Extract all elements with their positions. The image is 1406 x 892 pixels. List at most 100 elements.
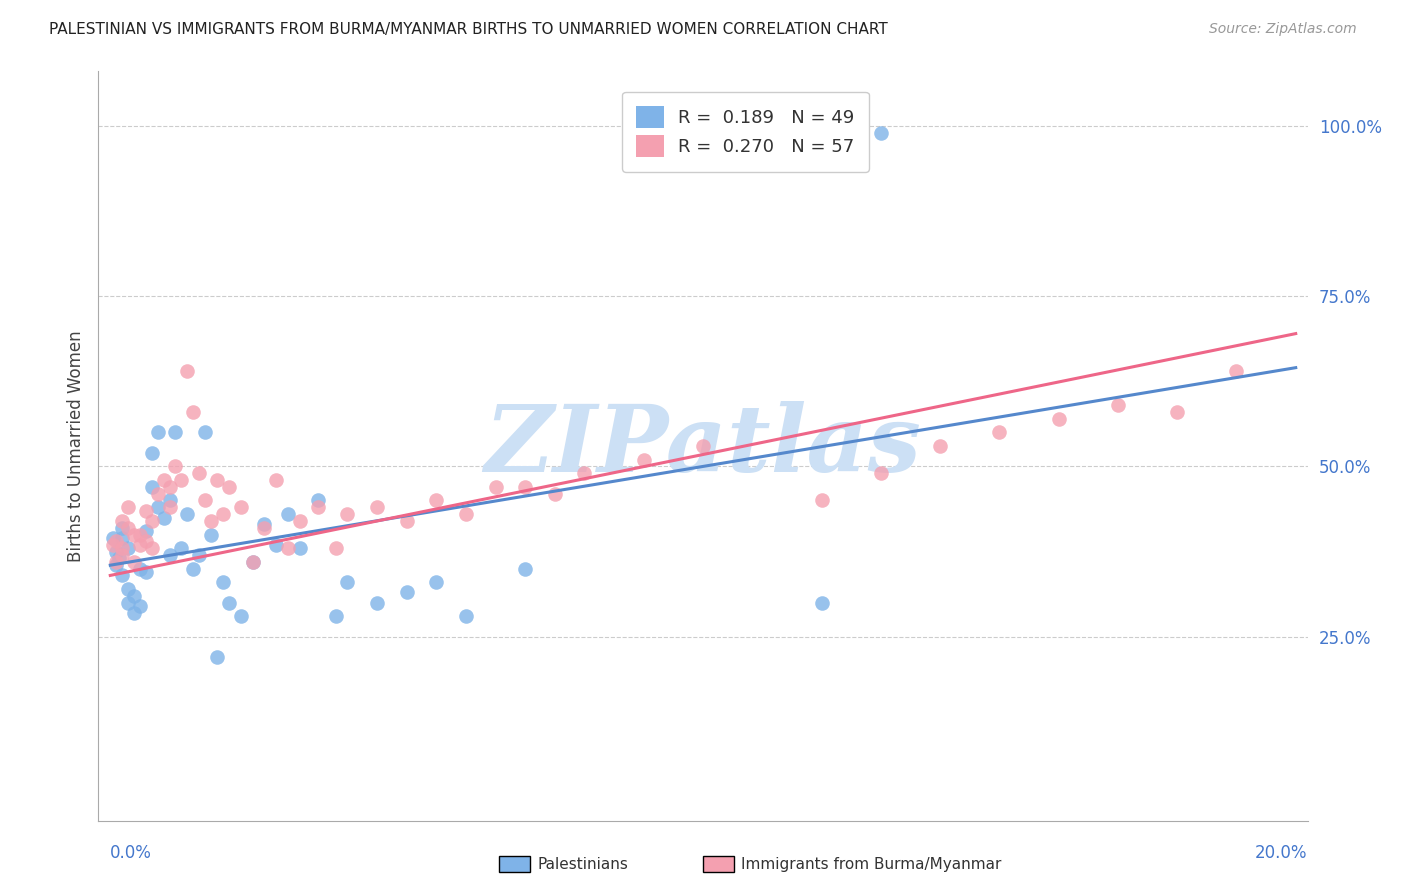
Point: [264, 538, 287, 552]
Point: [170, 541, 193, 556]
Point: [454, 507, 477, 521]
Point: [165, 459, 187, 474]
Point: [395, 585, 418, 599]
Point: [105, 544, 128, 558]
Point: [135, 524, 157, 538]
Point: [135, 534, 157, 549]
Point: [181, 561, 204, 575]
Point: [141, 480, 163, 494]
Point: [1107, 398, 1129, 412]
Point: [141, 446, 163, 460]
Point: [108, 551, 131, 566]
Point: [188, 548, 211, 562]
Point: [117, 582, 139, 596]
Point: [425, 493, 447, 508]
Point: [111, 521, 134, 535]
Point: [165, 425, 187, 440]
Point: [242, 555, 264, 569]
Point: [105, 534, 128, 549]
Point: [176, 507, 198, 521]
Point: [122, 527, 145, 541]
Point: [325, 541, 347, 556]
Point: [242, 555, 264, 569]
Point: [117, 541, 139, 556]
Point: [395, 514, 418, 528]
Point: [200, 514, 222, 528]
Point: [336, 507, 359, 521]
Point: [484, 480, 506, 494]
Point: [129, 527, 152, 541]
Point: [544, 486, 567, 500]
Point: [869, 467, 891, 481]
Point: [170, 473, 193, 487]
Point: [194, 425, 217, 440]
Point: [366, 596, 388, 610]
Text: 20.0%: 20.0%: [1256, 845, 1308, 863]
Point: [152, 473, 174, 487]
Point: [122, 589, 145, 603]
Point: [218, 596, 240, 610]
Point: [515, 480, 537, 494]
Text: Palestinians: Palestinians: [537, 857, 628, 871]
Point: [515, 561, 537, 575]
Point: [111, 531, 134, 545]
Point: [135, 504, 157, 518]
Point: [212, 507, 235, 521]
Point: [122, 606, 145, 620]
Point: [135, 565, 157, 579]
Point: [253, 517, 276, 532]
Point: [212, 575, 235, 590]
Point: [129, 538, 152, 552]
Point: [229, 500, 252, 515]
Point: [105, 558, 128, 573]
Point: [869, 126, 891, 140]
Y-axis label: Births to Unmarried Women: Births to Unmarried Women: [66, 330, 84, 562]
Point: [111, 568, 134, 582]
Point: [277, 507, 299, 521]
Point: [117, 521, 139, 535]
Point: [122, 555, 145, 569]
Point: [336, 575, 359, 590]
Point: [129, 561, 152, 575]
Point: [366, 500, 388, 515]
Point: [229, 609, 252, 624]
Point: [141, 541, 163, 556]
Point: [111, 514, 134, 528]
Point: [1047, 411, 1070, 425]
Text: Immigrants from Burma/Myanmar: Immigrants from Burma/Myanmar: [741, 857, 1001, 871]
Point: [307, 493, 329, 508]
Point: [188, 467, 211, 481]
Point: [277, 541, 299, 556]
Text: Source: ZipAtlas.com: Source: ZipAtlas.com: [1209, 22, 1357, 37]
Point: [633, 452, 655, 467]
Point: [425, 575, 447, 590]
Point: [205, 473, 228, 487]
Point: [146, 500, 169, 515]
Point: [103, 531, 125, 545]
Point: [200, 527, 222, 541]
Point: [264, 473, 287, 487]
Point: [810, 596, 832, 610]
Point: [176, 364, 198, 378]
Point: [194, 493, 217, 508]
Point: [129, 599, 152, 613]
Point: [103, 538, 125, 552]
Point: [159, 493, 181, 508]
Point: [152, 510, 174, 524]
Point: [146, 486, 169, 500]
Point: [146, 425, 169, 440]
Point: [929, 439, 952, 453]
Point: [1225, 364, 1247, 378]
Point: [325, 609, 347, 624]
Point: [105, 555, 128, 569]
Point: [159, 548, 181, 562]
Point: [454, 609, 477, 624]
Point: [159, 480, 181, 494]
Point: [253, 521, 276, 535]
Point: [810, 493, 832, 508]
Point: [574, 467, 596, 481]
Point: [117, 596, 139, 610]
Text: PALESTINIAN VS IMMIGRANTS FROM BURMA/MYANMAR BIRTHS TO UNMARRIED WOMEN CORRELATI: PALESTINIAN VS IMMIGRANTS FROM BURMA/MYA…: [49, 22, 889, 37]
Point: [111, 548, 134, 562]
Point: [692, 439, 714, 453]
